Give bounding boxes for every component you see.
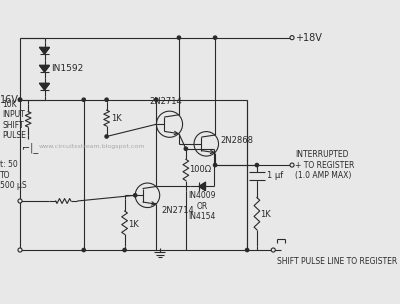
- Circle shape: [246, 248, 249, 252]
- Text: t: 50
TO
500 μS: t: 50 TO 500 μS: [0, 160, 26, 190]
- Text: ⌐|_: ⌐|_: [22, 143, 38, 154]
- Circle shape: [82, 98, 85, 101]
- Circle shape: [214, 36, 217, 39]
- Text: 1K: 1K: [260, 210, 271, 219]
- Circle shape: [255, 164, 258, 167]
- Polygon shape: [40, 47, 50, 54]
- Circle shape: [155, 98, 158, 101]
- Circle shape: [214, 164, 217, 167]
- Text: 1 μf: 1 μf: [267, 171, 283, 180]
- Text: 1K: 1K: [128, 220, 138, 229]
- Text: IN1592: IN1592: [51, 64, 83, 73]
- Text: INTERRUPTED
+ TO REGISTER
(1.0 AMP MAX): INTERRUPTED + TO REGISTER (1.0 AMP MAX): [295, 150, 355, 180]
- Circle shape: [184, 147, 188, 150]
- Text: 16V: 16V: [0, 95, 18, 105]
- Text: SHIFT PULSE LINE TO REGISTER: SHIFT PULSE LINE TO REGISTER: [277, 257, 398, 266]
- Circle shape: [290, 163, 294, 167]
- Circle shape: [18, 98, 22, 101]
- Circle shape: [18, 98, 22, 101]
- Circle shape: [105, 135, 108, 138]
- Polygon shape: [40, 65, 50, 72]
- Text: 100Ω: 100Ω: [189, 165, 211, 174]
- Circle shape: [271, 248, 275, 252]
- Circle shape: [18, 199, 22, 203]
- Text: 1K: 1K: [111, 114, 122, 123]
- Circle shape: [177, 36, 180, 39]
- Text: 2N2714: 2N2714: [161, 206, 194, 215]
- Text: 2N2714: 2N2714: [149, 97, 182, 106]
- Text: IN4009
OR
IN4154: IN4009 OR IN4154: [188, 192, 216, 221]
- Text: 2N2868: 2N2868: [220, 136, 253, 145]
- Circle shape: [105, 98, 108, 101]
- Text: 10K
INPUT
SHIFT
PULSE: 10K INPUT SHIFT PULSE: [3, 100, 26, 140]
- Circle shape: [18, 248, 22, 252]
- Circle shape: [123, 248, 126, 252]
- Text: www.circuitsstream.blogspot.com: www.circuitsstream.blogspot.com: [39, 144, 145, 149]
- Circle shape: [290, 36, 294, 40]
- Polygon shape: [199, 182, 206, 191]
- Circle shape: [134, 194, 137, 197]
- Circle shape: [82, 248, 85, 252]
- Text: +18V: +18V: [295, 33, 322, 43]
- Polygon shape: [40, 83, 50, 90]
